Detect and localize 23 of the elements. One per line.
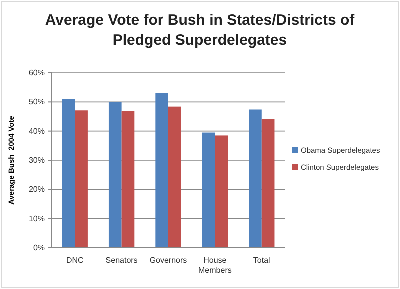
y-tick-label: 30%	[28, 156, 45, 166]
bar	[62, 99, 76, 248]
bar	[215, 136, 228, 248]
chart-title: Average Vote for Bush in States/Districts of Pledged Superdelegates	[45, 12, 356, 49]
y-tick-label: 10%	[28, 214, 45, 224]
bar	[122, 112, 135, 248]
x-tick-label: Governors	[150, 256, 188, 265]
x-tick-label: Total	[253, 256, 271, 265]
x-tick-label: House Members	[198, 256, 232, 275]
y-tick-label: 0%	[33, 244, 45, 253]
bar	[75, 110, 88, 248]
x-tick-label: Senators	[106, 256, 138, 265]
y-tick-label: 20%	[28, 185, 45, 194]
y-tick-label: 40%	[28, 126, 45, 136]
x-tick-label: DNC	[66, 256, 84, 265]
bar	[108, 102, 122, 248]
bar	[202, 132, 216, 248]
bar	[156, 93, 168, 248]
y-tick-label: 60%	[28, 68, 45, 78]
bar	[262, 119, 275, 248]
bar	[249, 110, 262, 248]
y-tick-label: 50%	[28, 98, 45, 107]
bar	[168, 106, 182, 248]
